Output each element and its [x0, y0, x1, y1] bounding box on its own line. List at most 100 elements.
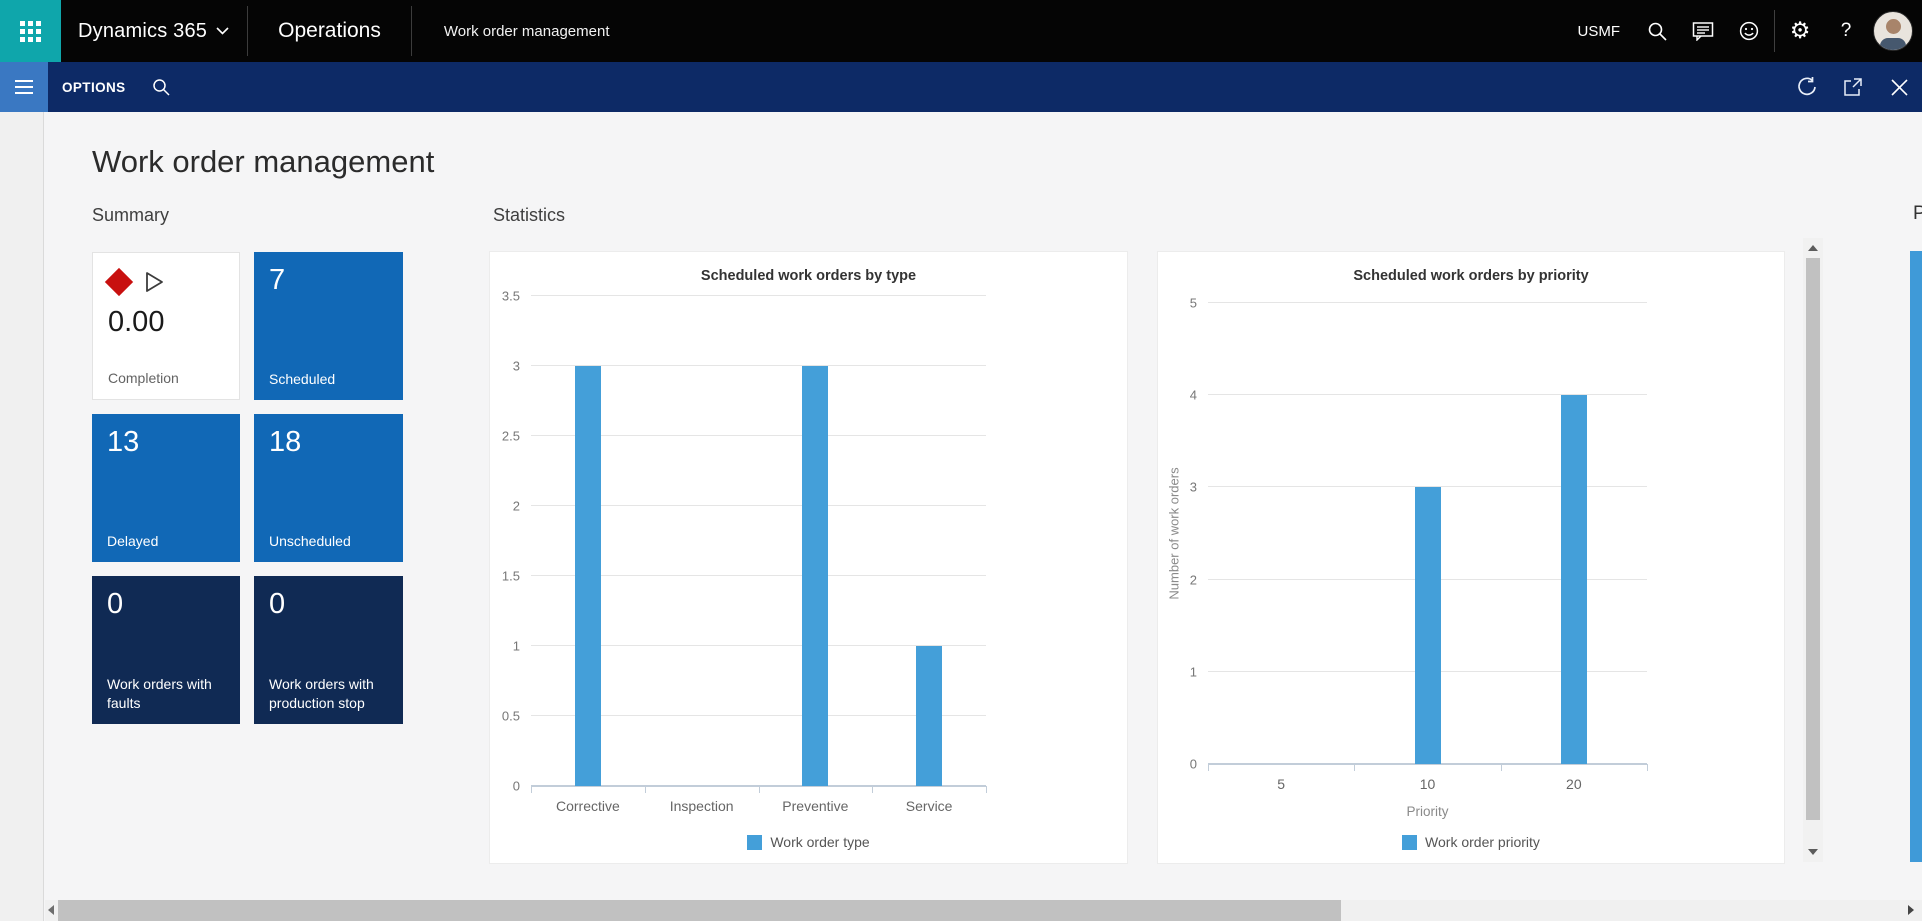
collapsed-nav-rail[interactable]	[0, 112, 44, 921]
y-axis-tick-label: 0	[1190, 757, 1197, 772]
help-button[interactable]: ?	[1823, 0, 1869, 62]
tile-value: 7	[269, 265, 388, 297]
chart-legend: Work order type	[490, 834, 1127, 850]
chart-card-work-orders-by-priority: Scheduled work orders by priority Number…	[1157, 251, 1785, 864]
gridline	[531, 295, 986, 296]
completion-icons	[109, 269, 224, 295]
tile-delayed[interactable]: 13 Delayed	[92, 414, 240, 562]
tile-work-orders-with-faults[interactable]: 0 Work orders with faults	[92, 576, 240, 724]
horizontal-scrollbar-thumb[interactable]	[58, 900, 1341, 921]
page-title: Work order management	[92, 144, 434, 180]
y-axis-tick-label: 4	[1190, 388, 1197, 403]
tile-work-orders-with-production-stop[interactable]: 0 Work orders with production stop	[254, 576, 403, 724]
refresh-icon	[1796, 76, 1818, 98]
chart-legend: Work order priority	[1158, 834, 1784, 850]
brand-label: Dynamics 365	[78, 20, 207, 43]
horizontal-scrollbar[interactable]	[45, 900, 1922, 921]
vertical-scrollbar[interactable]	[1803, 238, 1823, 862]
y-axis-tick-label: 2.5	[502, 429, 520, 444]
feedback-button[interactable]	[1680, 0, 1726, 62]
refresh-button[interactable]	[1784, 62, 1830, 112]
search-button[interactable]	[1634, 0, 1680, 62]
top-app-bar: Dynamics 365 Operations Work order manag…	[0, 0, 1922, 62]
y-axis-title: Number of work orders	[1167, 303, 1181, 764]
tile-unscheduled[interactable]: 18 Unscheduled	[254, 414, 403, 562]
vertical-scrollbar-thumb[interactable]	[1806, 258, 1820, 820]
chart-plot-area: 00.511.522.533.5CorrectiveInspectionPrev…	[531, 296, 986, 786]
tile-value: 0	[107, 589, 225, 621]
tile-value: 0.00	[108, 307, 224, 339]
y-axis-tick-label: 3.5	[502, 289, 520, 304]
close-icon	[1891, 79, 1908, 96]
brand-menu-button[interactable]: Dynamics 365	[61, 0, 247, 62]
x-axis-tick-mark	[531, 786, 532, 793]
next-section-heading-partial: P	[1913, 203, 1922, 225]
app-launcher-button[interactable]	[0, 0, 61, 62]
chart-card-work-orders-by-type: Scheduled work orders by type 00.511.522…	[489, 251, 1128, 864]
x-axis-title: Priority	[1406, 804, 1448, 819]
tile-completion[interactable]: 0.00 Completion	[92, 252, 240, 400]
x-axis-category-label: Inspection	[670, 798, 734, 814]
legend-swatch	[747, 835, 762, 850]
x-axis-category-label: 10	[1420, 776, 1436, 792]
tile-value: 18	[269, 427, 388, 459]
topbar-right-cluster: USMF ⚙ ?	[1564, 0, 1922, 62]
x-axis-category-label: Corrective	[556, 798, 620, 814]
y-axis-tick-label: 5	[1190, 296, 1197, 311]
y-axis-tick-label: 1.5	[502, 569, 520, 584]
statistics-section-heading: Statistics	[493, 205, 565, 226]
chevron-down-icon	[216, 27, 229, 35]
product-name[interactable]: Operations	[248, 19, 411, 43]
x-axis-tick-mark	[645, 786, 646, 793]
scroll-left-arrow[interactable]	[48, 905, 54, 915]
nav-toggle-button[interactable]	[0, 62, 48, 112]
bar-preventive[interactable]	[802, 366, 828, 786]
next-section-tile-edge[interactable]	[1910, 251, 1922, 862]
search-icon	[1647, 21, 1668, 42]
company-picker-button[interactable]: USMF	[1564, 0, 1635, 62]
tile-value: 0	[269, 589, 388, 621]
bar-service[interactable]	[916, 646, 942, 786]
bar-10[interactable]	[1415, 487, 1441, 764]
topbar-page-title: Work order management	[412, 23, 642, 40]
x-axis-category-label: 5	[1277, 776, 1285, 792]
tile-label: Work orders with production stop	[269, 675, 395, 713]
scroll-up-arrow[interactable]	[1808, 245, 1818, 251]
tile-value: 13	[107, 427, 225, 459]
tile-label: Work orders with faults	[107, 675, 232, 713]
x-axis-tick-mark	[1647, 764, 1648, 771]
x-axis-tick-mark	[1354, 764, 1355, 771]
actionbar-search-button[interactable]	[140, 62, 184, 112]
action-bar: OPTIONS	[0, 62, 1922, 112]
scroll-right-arrow[interactable]	[1908, 905, 1914, 915]
x-axis-tick-mark	[759, 786, 760, 793]
settings-button[interactable]: ⚙	[1777, 0, 1823, 62]
tile-label: Delayed	[107, 532, 232, 551]
open-in-new-window-button[interactable]	[1830, 62, 1876, 112]
completion-diamond-icon	[105, 268, 133, 296]
y-axis-tick-label: 2	[513, 499, 520, 514]
x-axis-category-label: 20	[1566, 776, 1582, 792]
scroll-down-arrow[interactable]	[1808, 849, 1818, 855]
legend-label: Work order priority	[1425, 834, 1540, 850]
legend-swatch	[1402, 835, 1417, 850]
close-page-button[interactable]	[1876, 62, 1922, 112]
user-avatar[interactable]	[1873, 11, 1913, 51]
x-axis-category-label: Service	[906, 798, 953, 814]
bar-corrective[interactable]	[575, 366, 601, 786]
search-icon	[152, 78, 171, 97]
y-axis-tick-label: 0.5	[502, 709, 520, 724]
legend-label: Work order type	[770, 834, 869, 850]
options-menu-button[interactable]: OPTIONS	[48, 62, 140, 112]
x-axis-tick-mark	[1208, 764, 1209, 771]
smiley-button[interactable]	[1726, 0, 1772, 62]
topbar-icon-divider	[1774, 10, 1775, 52]
tile-label: Completion	[108, 369, 231, 388]
x-axis-tick-mark	[1501, 764, 1502, 771]
x-axis-tick-mark	[986, 786, 987, 793]
gear-icon: ⚙	[1790, 20, 1811, 43]
hamburger-icon	[15, 80, 33, 94]
tile-scheduled[interactable]: 7 Scheduled	[254, 252, 403, 400]
summary-tile-grid: 0.00 Completion 7 Scheduled 13 Delayed 1…	[92, 252, 403, 724]
bar-20[interactable]	[1561, 395, 1587, 764]
